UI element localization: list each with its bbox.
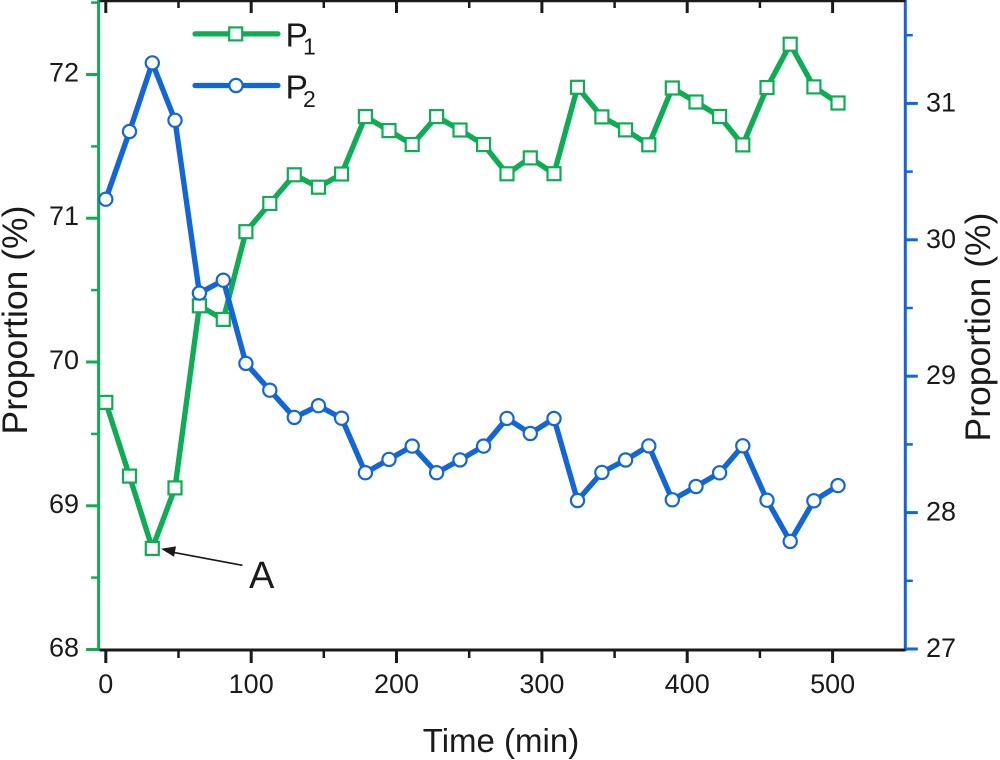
- svg-text:300: 300: [519, 669, 564, 699]
- svg-text:2: 2: [303, 86, 316, 112]
- svg-text:69: 69: [49, 489, 79, 519]
- svg-text:100: 100: [229, 669, 274, 699]
- svg-text:500: 500: [810, 669, 855, 699]
- svg-text:400: 400: [665, 669, 710, 699]
- svg-text:Proportion (%): Proportion (%): [958, 213, 998, 442]
- svg-text:28: 28: [926, 497, 956, 527]
- svg-text:1: 1: [303, 34, 316, 60]
- svg-text:72: 72: [49, 58, 79, 88]
- svg-text:29: 29: [926, 360, 956, 390]
- svg-text:70: 70: [49, 345, 79, 375]
- svg-text:0: 0: [98, 669, 113, 699]
- svg-text:30: 30: [926, 224, 956, 254]
- svg-text:68: 68: [49, 633, 79, 663]
- svg-text:P: P: [286, 70, 308, 107]
- svg-text:27: 27: [926, 633, 956, 663]
- svg-text:71: 71: [49, 201, 79, 231]
- svg-text:P: P: [286, 18, 308, 55]
- svg-text:Proportion (%): Proportion (%): [0, 206, 35, 435]
- svg-text:Time (min): Time (min): [423, 722, 579, 759]
- svg-text:A: A: [249, 555, 275, 597]
- svg-text:200: 200: [374, 669, 419, 699]
- svg-text:31: 31: [926, 87, 956, 117]
